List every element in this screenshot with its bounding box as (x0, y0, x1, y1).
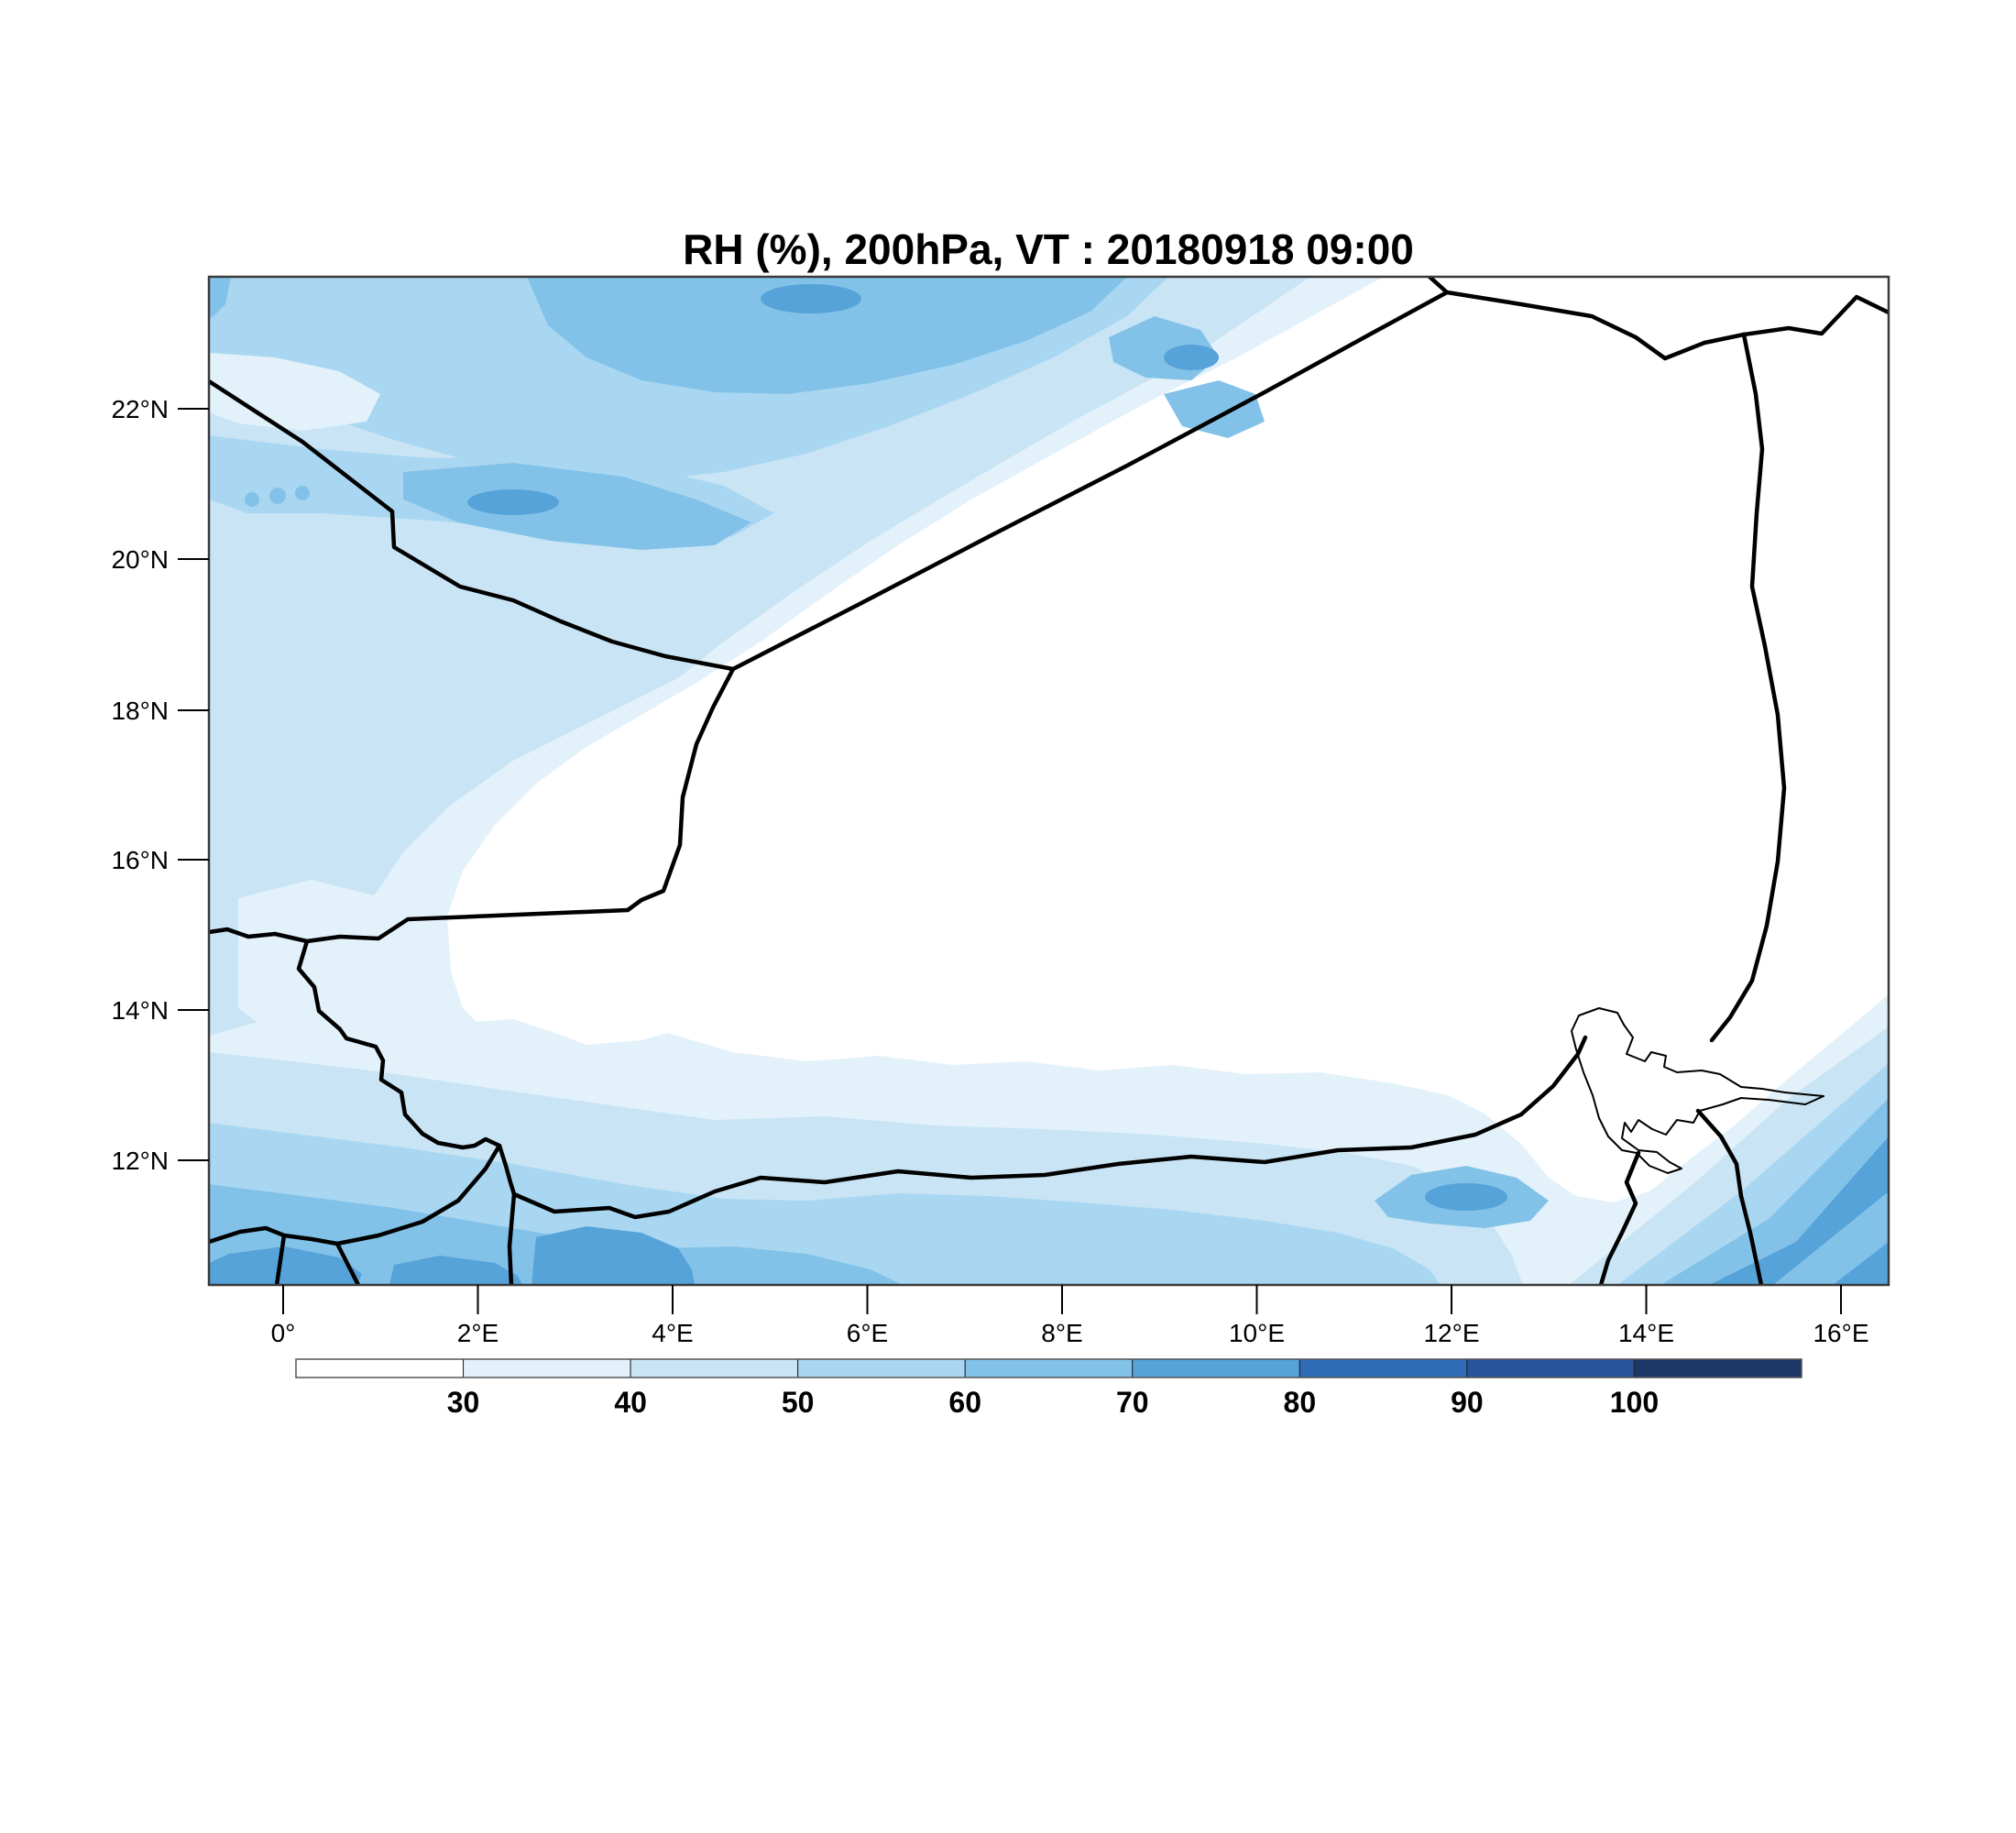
colorbar-tick-label: 80 (1284, 1386, 1317, 1419)
y-axis: 22°N 20°N 18°N 16°N 14°N 12°N (111, 395, 209, 1175)
lat-tick-label: 22°N (111, 395, 169, 423)
lat-tick-label: 18°N (111, 697, 169, 725)
lon-tick-label: 8°E (1041, 1319, 1082, 1347)
map-frame (207, 275, 1890, 1287)
lon-tick-label: 0° (271, 1319, 296, 1347)
colorbar-segment (295, 1358, 465, 1378)
colorbar-segment (797, 1358, 966, 1378)
lon-tick-label: 2°E (457, 1319, 499, 1347)
colorbar-segment (1132, 1358, 1300, 1378)
colorbar-tick-label: 30 (447, 1386, 480, 1419)
colorbar-tick-label: 100 (1610, 1386, 1659, 1419)
colorbar-tick-label: 90 (1451, 1386, 1484, 1419)
x-axis: 0° 2°E 4°E 6°E 8°E 10°E 12°E 14°E 16°E (271, 1285, 1869, 1347)
lon-tick-label: 10°E (1229, 1319, 1285, 1347)
colorbar-segment (964, 1358, 1134, 1378)
lat-tick-label: 16°N (111, 846, 169, 874)
lat-tick-label: 14°N (111, 996, 169, 1025)
lat-tick-label: 20°N (111, 545, 169, 574)
colorbar-segment (1466, 1358, 1635, 1378)
colorbar-frame (295, 1358, 1802, 1378)
country-borders (209, 277, 1889, 1285)
colorbar-tick-label: 40 (614, 1386, 647, 1419)
colorbar: 30 40 50 60 70 80 90 100 (295, 1358, 1802, 1419)
colorbar-segment (463, 1358, 631, 1378)
colorbar-tick-label: 50 (782, 1386, 815, 1419)
lon-tick-label: 6°E (847, 1319, 888, 1347)
lake-chad-outline (1571, 1007, 1824, 1174)
plot-title: RH (%), 200hPa, VT : 20180918 09:00 (683, 225, 1414, 273)
lon-tick-label: 14°E (1618, 1319, 1674, 1347)
lon-tick-label: 12°E (1423, 1319, 1479, 1347)
colorbar-segment (1633, 1358, 1802, 1378)
lon-tick-label: 16°E (1813, 1319, 1868, 1347)
colorbar-segment (630, 1358, 799, 1378)
colorbar-tick-label: 70 (1116, 1386, 1149, 1419)
contour-field (209, 277, 1889, 1285)
colorbar-tick-label: 60 (948, 1386, 981, 1419)
colorbar-segment (1298, 1358, 1468, 1378)
lat-tick-label: 12°N (111, 1147, 169, 1175)
lon-tick-label: 4°E (652, 1319, 693, 1347)
